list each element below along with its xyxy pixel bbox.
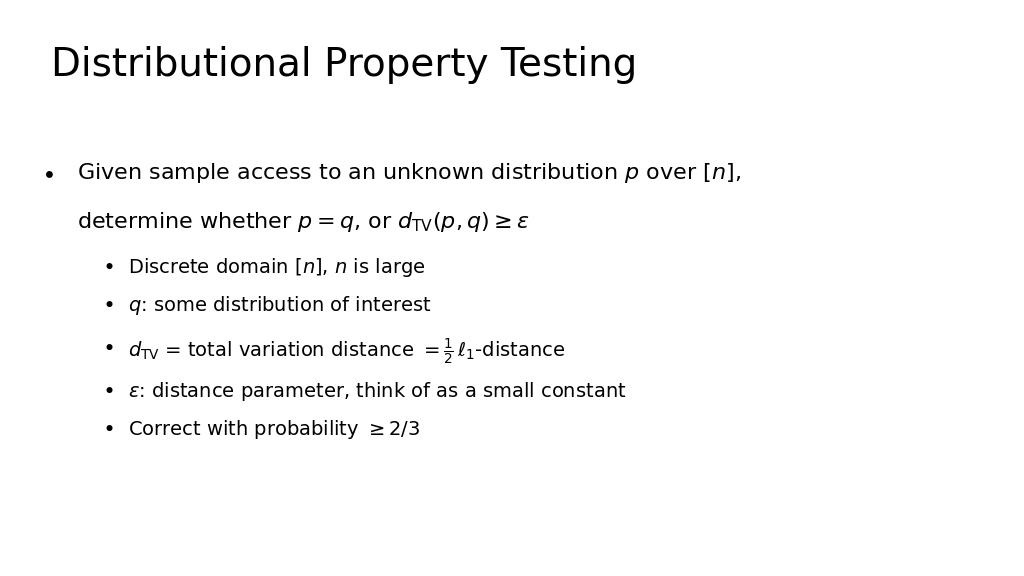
- Text: $\bullet$: $\bullet$: [102, 380, 114, 400]
- Text: Given sample access to an unknown distribution $p$ over $[n]$,: Given sample access to an unknown distri…: [77, 161, 740, 185]
- Text: Distributional Property Testing: Distributional Property Testing: [51, 46, 638, 84]
- Text: $\varepsilon$: distance parameter, think of as a small constant: $\varepsilon$: distance parameter, think…: [128, 380, 627, 403]
- Text: Correct with probability $\geq 2/3$: Correct with probability $\geq 2/3$: [128, 418, 420, 441]
- Text: Discrete domain $[n]$, $n$ is large: Discrete domain $[n]$, $n$ is large: [128, 256, 425, 279]
- Text: $d_{\mathrm{TV}}$ = total variation distance $= \frac{1}{2}\,\ell_1$-distance: $d_{\mathrm{TV}}$ = total variation dist…: [128, 337, 565, 367]
- Text: $\bullet$: $\bullet$: [102, 418, 114, 438]
- Text: $\bullet$: $\bullet$: [102, 256, 114, 276]
- Text: $\bullet$: $\bullet$: [41, 161, 54, 185]
- Text: $\bullet$: $\bullet$: [102, 337, 114, 357]
- Text: $\bullet$: $\bullet$: [102, 294, 114, 314]
- Text: determine whether $p = q$, or $d_{\mathrm{TV}}(p, q) \geq \varepsilon$: determine whether $p = q$, or $d_{\mathr…: [77, 210, 529, 234]
- Text: $q$: some distribution of interest: $q$: some distribution of interest: [128, 294, 431, 317]
